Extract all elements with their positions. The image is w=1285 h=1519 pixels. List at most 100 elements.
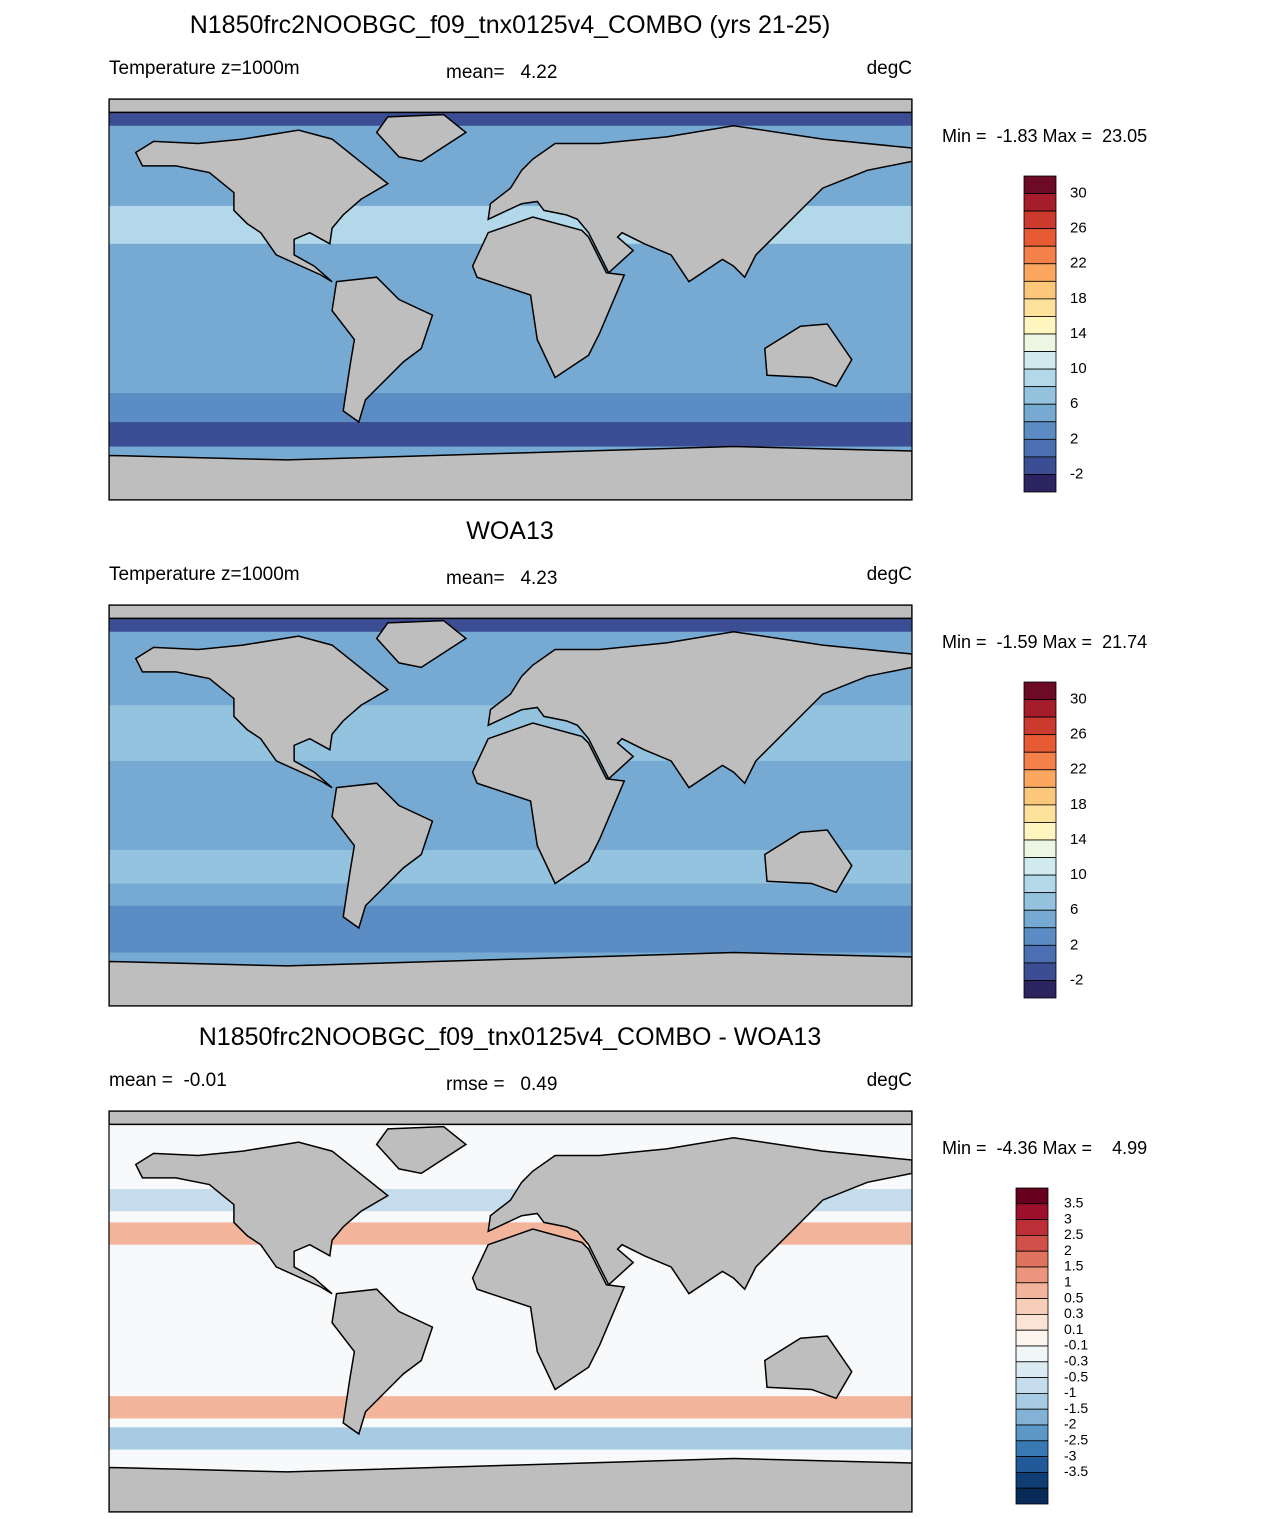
colorbar-label: 18 — [1070, 796, 1087, 813]
min-max: Min = -1.83 Max = 23.05 — [942, 126, 1147, 146]
colorbar-box — [1023, 298, 1057, 317]
colorbar-box — [1023, 751, 1057, 771]
land — [471, 1228, 626, 1391]
ocean-band — [109, 905, 912, 953]
land — [331, 782, 434, 930]
colorbar-box — [1023, 944, 1057, 964]
colorbar-box — [1015, 1266, 1049, 1284]
colorbar-label: 2 — [1070, 936, 1078, 953]
colorbar-box — [1023, 786, 1057, 806]
center-label: rmse = 0.49 — [446, 1074, 557, 1095]
colorbar-box — [1023, 368, 1057, 388]
colorbar-box — [1023, 927, 1057, 946]
left-label: Temperature z=1000m — [109, 58, 300, 79]
colorbar-label: -0.1 — [1064, 1337, 1088, 1353]
land — [763, 323, 853, 388]
colorbar-label: 30 — [1070, 691, 1087, 708]
colorbar-box — [1015, 1219, 1049, 1236]
colorbar-box — [1023, 386, 1057, 405]
colorbar-box — [1023, 909, 1057, 929]
land — [109, 99, 912, 114]
panel-title: N1850frc2NOOBGC_f09_tnx0125v4_COMBO (yrs… — [190, 11, 831, 39]
colorbar-box — [1015, 1424, 1049, 1442]
colorbar-label: 22 — [1070, 761, 1087, 778]
left-label: mean = -0.01 — [109, 1070, 227, 1091]
colorbar-label: -1 — [1064, 1384, 1077, 1400]
colorbar-label: -2 — [1070, 971, 1083, 988]
map — [109, 605, 912, 1006]
colorbar-box — [1023, 980, 1057, 999]
land — [134, 1141, 390, 1295]
colorbar-label: 1.5 — [1064, 1258, 1084, 1274]
colorbar-label: 0.3 — [1064, 1305, 1084, 1321]
colorbar-box — [1023, 333, 1057, 352]
colorbar-label: 1 — [1064, 1274, 1072, 1290]
colorbar-label: -0.3 — [1064, 1353, 1088, 1369]
ocean-band — [109, 1427, 912, 1450]
colorbar-label: 0.5 — [1064, 1289, 1084, 1305]
colorbar-box — [1023, 263, 1057, 282]
colorbar-box — [1015, 1472, 1049, 1489]
colorbar-box — [1015, 1487, 1049, 1505]
land — [109, 605, 912, 620]
min-max: Min = -4.36 Max = 4.99 — [942, 1138, 1147, 1158]
colorbar-label: 22 — [1070, 255, 1087, 272]
colorbar-box — [1015, 1456, 1049, 1473]
colorbar-box — [1023, 175, 1057, 194]
colorbar-box — [1015, 1393, 1049, 1410]
ocean-band — [109, 422, 912, 447]
colorbar-box — [1023, 280, 1057, 300]
map-frame — [108, 604, 913, 1007]
map — [109, 99, 912, 500]
land — [471, 216, 626, 379]
units-label: degC — [867, 1070, 912, 1091]
colorbar-box — [1023, 421, 1057, 440]
ocean-band — [109, 393, 912, 423]
colorbar-box — [1023, 839, 1057, 858]
colorbar-label: 3 — [1064, 1210, 1072, 1226]
colorbar-label: 3.5 — [1064, 1195, 1084, 1211]
land — [763, 829, 853, 894]
colorbar-box — [1015, 1250, 1049, 1268]
colorbar-label: 6 — [1070, 395, 1078, 412]
colorbar-box — [1023, 351, 1057, 370]
colorbar-box — [1023, 228, 1057, 247]
panel: N1850frc2NOOBGC_f09_tnx0125v4_COMBO - WO… — [108, 1023, 1147, 1513]
colorbar-box — [1023, 245, 1057, 265]
colorbar-label: 26 — [1070, 220, 1087, 237]
land — [375, 1125, 468, 1175]
land — [134, 129, 390, 283]
colorbar-label: -3.5 — [1064, 1463, 1088, 1479]
units-label: degC — [867, 564, 912, 585]
units-label: degC — [867, 58, 912, 79]
map-frame — [108, 1110, 913, 1513]
land — [109, 445, 912, 500]
ocean-band — [109, 1396, 912, 1419]
colorbar-box — [1023, 716, 1057, 736]
colorbar-box — [1023, 316, 1057, 335]
colorbar-box — [1023, 681, 1057, 700]
colorbar-label: 2 — [1070, 430, 1078, 447]
colorbar-label: 6 — [1070, 901, 1078, 918]
land — [487, 124, 912, 283]
colorbar-label: -0.5 — [1064, 1368, 1088, 1384]
colorbar-box — [1023, 822, 1057, 841]
colorbar-box — [1015, 1329, 1049, 1347]
colorbar-label: 2.5 — [1064, 1226, 1084, 1242]
colorbar-label: 14 — [1070, 325, 1087, 342]
colorbar-label: 18 — [1070, 290, 1087, 307]
colorbar-box — [1015, 1377, 1049, 1394]
colorbar-label: -3 — [1064, 1447, 1077, 1463]
colorbar-box — [1023, 857, 1057, 876]
colorbar-label: -2 — [1070, 465, 1083, 482]
min-max: Min = -1.59 Max = 21.74 — [942, 632, 1147, 652]
land — [487, 630, 912, 789]
map — [109, 1111, 912, 1512]
colorbar-label: 0.1 — [1064, 1321, 1084, 1337]
colorbar-box — [1015, 1345, 1049, 1363]
colorbar-label: -2.5 — [1064, 1432, 1088, 1448]
colorbar-box — [1015, 1408, 1049, 1426]
land — [109, 951, 912, 1006]
colorbar-box — [1023, 456, 1057, 475]
